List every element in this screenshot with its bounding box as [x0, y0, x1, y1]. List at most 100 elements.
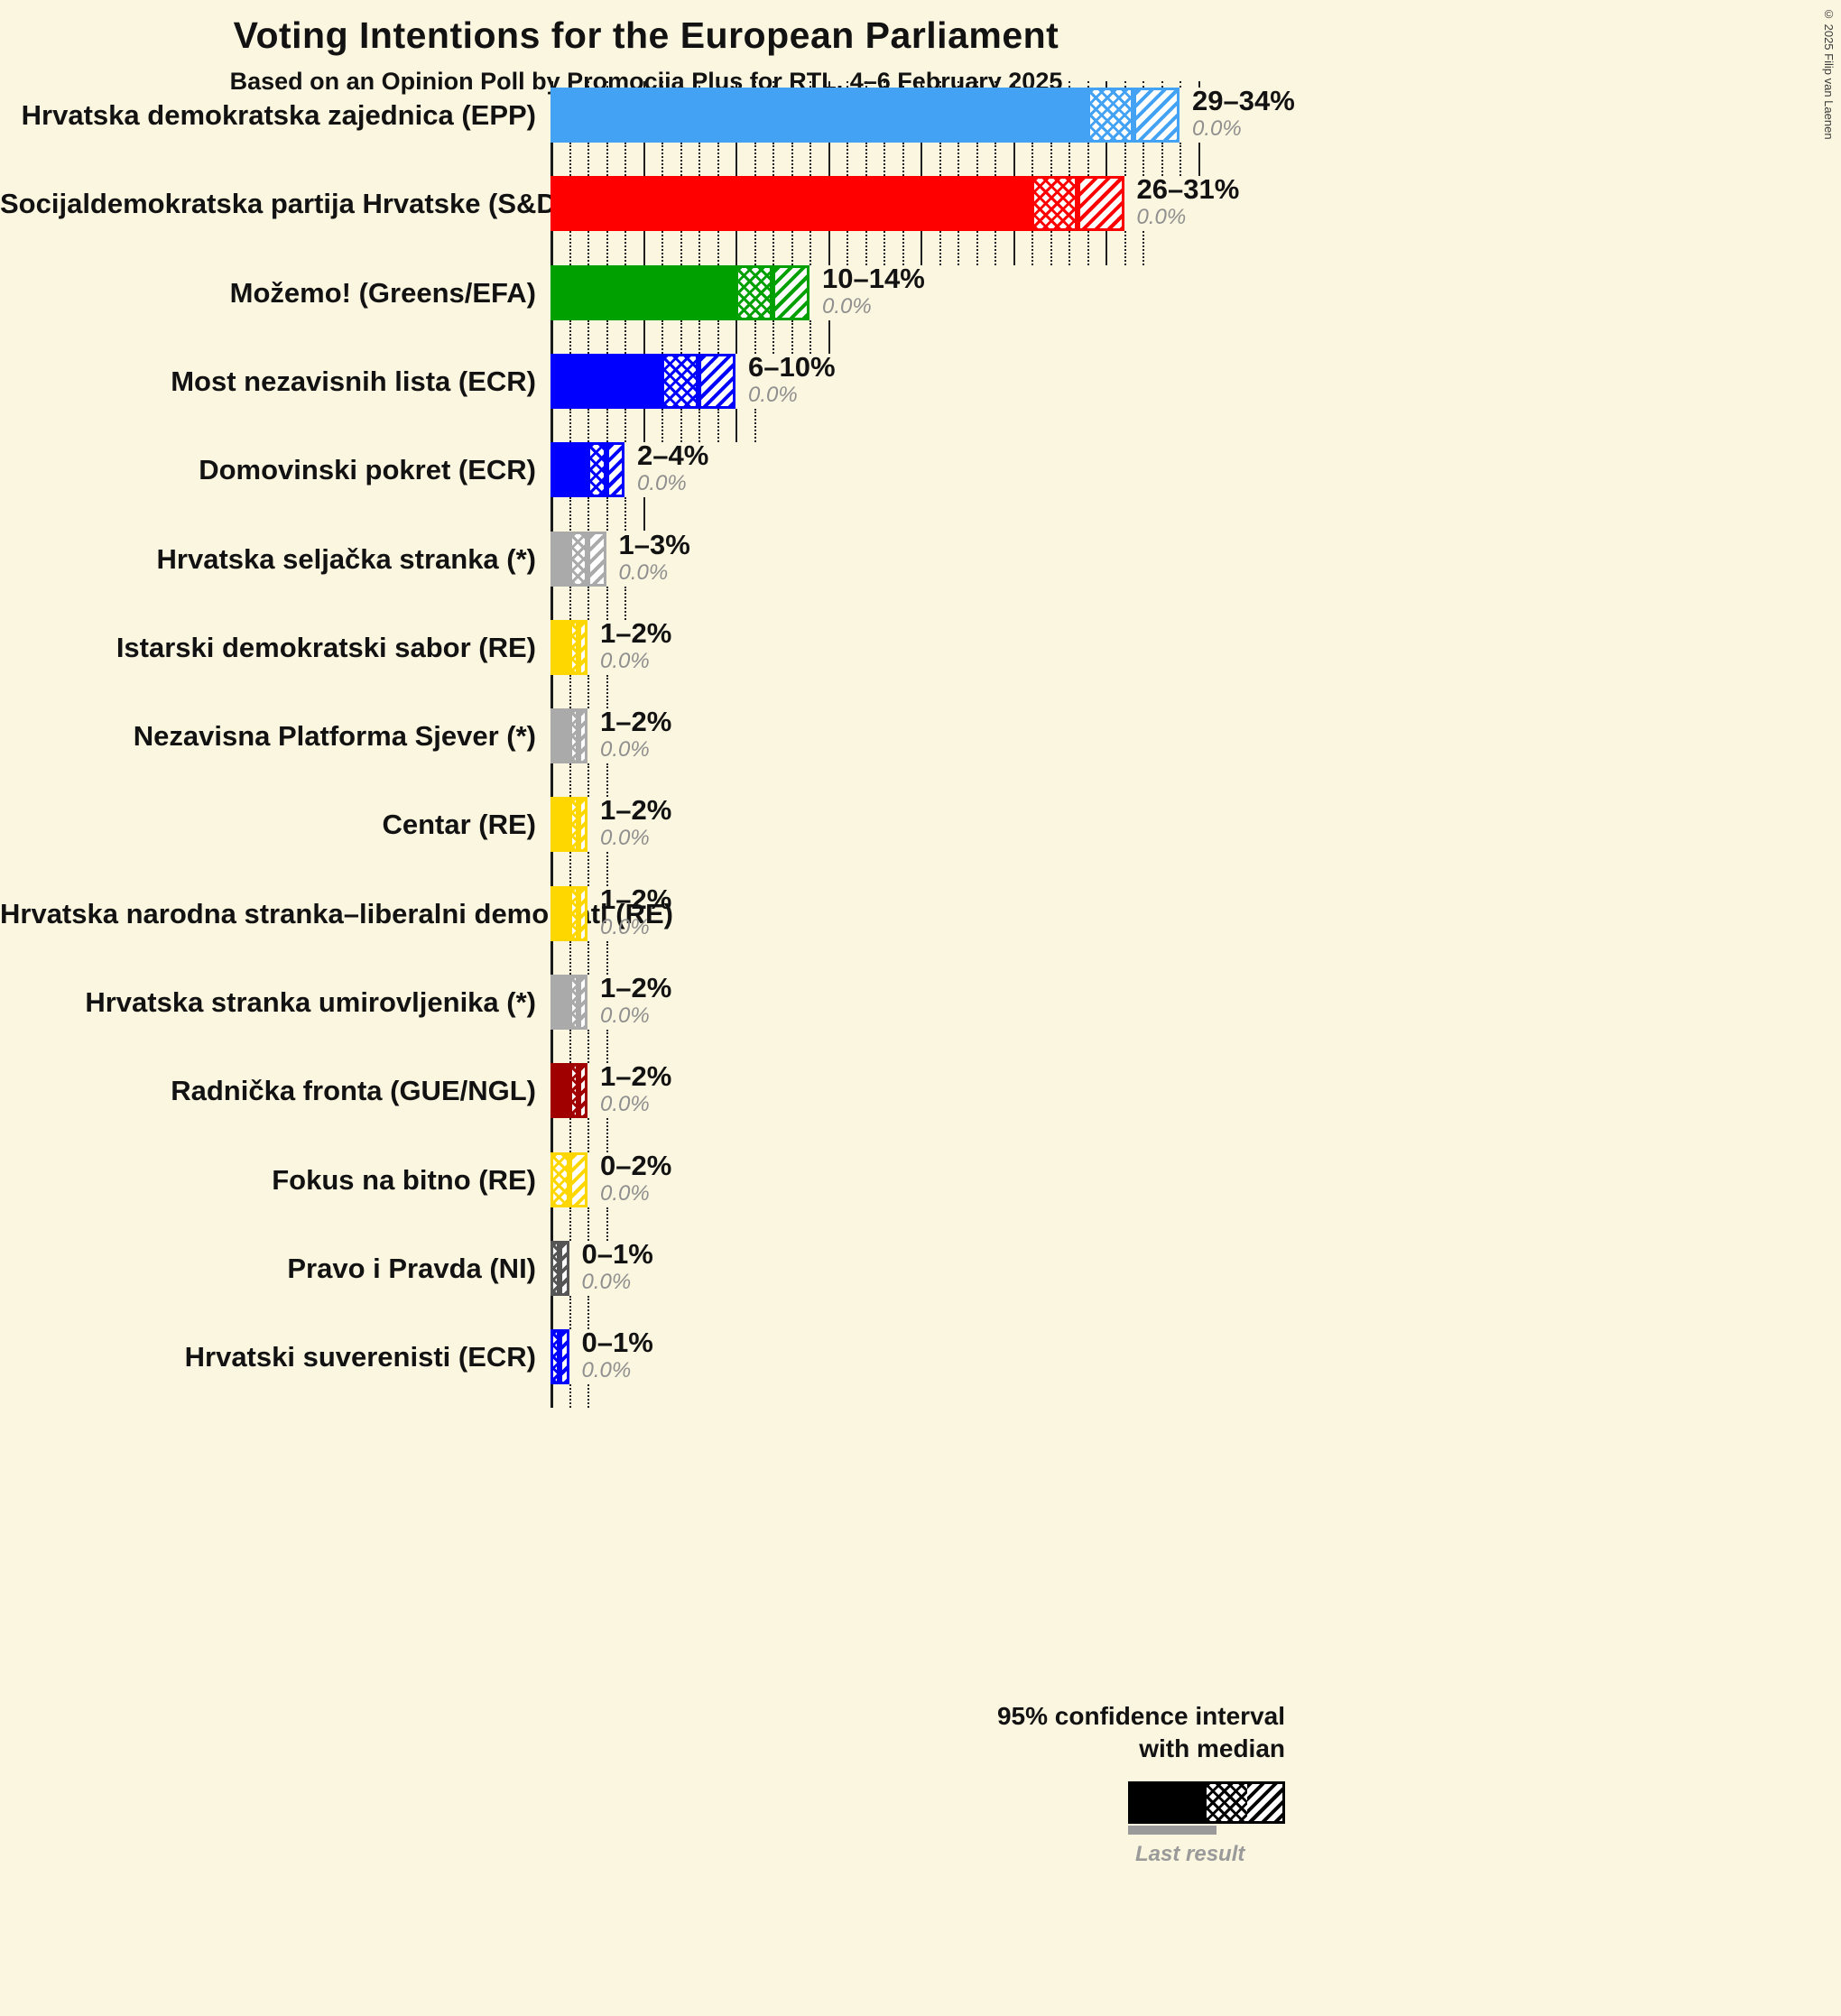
bar-segment-solid [550, 442, 587, 498]
grid-tick [680, 143, 682, 177]
grid-tick [569, 231, 571, 265]
last-result-value: 0.0% [600, 1092, 650, 1117]
grid-tick [569, 497, 571, 532]
range-label: 1–2% [600, 1060, 672, 1093]
bar-segment-ci-lower-to-median [661, 353, 698, 409]
grid-tick [680, 319, 682, 354]
grid-tick [587, 586, 589, 620]
grid-tick [569, 586, 571, 620]
grid-tick [976, 143, 978, 177]
grid-tick [606, 763, 608, 798]
last-result-value: 0.0% [1192, 116, 1242, 141]
grid-tick [569, 763, 571, 798]
bar-segment-median-to-ci-upper [560, 1240, 569, 1296]
grid-tick [920, 143, 922, 177]
last-result-value: 0.0% [822, 293, 872, 319]
chart-header: Voting Intentions for the European Parli… [0, 14, 1292, 96]
range-label: 2–4% [637, 439, 709, 472]
grid-tick [569, 1384, 571, 1409]
grid-tick [587, 1384, 589, 1409]
range-label: 29–34% [1192, 85, 1295, 116]
grid-tick [1106, 81, 1107, 88]
grid-tick [1032, 81, 1033, 88]
range-label: 0–1% [581, 1237, 653, 1270]
bar-segment-median-to-ci-upper [578, 797, 587, 853]
grid-tick [1106, 143, 1107, 177]
grid-tick [1013, 231, 1015, 265]
grid-tick [717, 319, 719, 354]
bar-segment-ci-lower-to-median [735, 264, 772, 320]
bar-segment-median-to-ci-upper [1078, 176, 1124, 232]
grid-tick [902, 231, 904, 265]
bar-segment-solid [550, 353, 661, 409]
legend-sample-solid-segment [1131, 1784, 1207, 1821]
last-result-value: 0.0% [637, 471, 687, 496]
legend-ci-text-line2: with median [1139, 1734, 1285, 1762]
grid-tick [791, 319, 793, 354]
bar-segment-ci-lower-to-median [569, 708, 578, 764]
grid-tick [809, 231, 811, 265]
party-label: Istarski demokratski sabor (RE) [116, 631, 536, 663]
party-label: Možemo! (Greens/EFA) [229, 276, 536, 309]
range-label: 0–1% [581, 1327, 653, 1359]
grid-tick [791, 231, 793, 265]
grid-tick [958, 81, 959, 88]
grid-tick [754, 319, 756, 354]
bar-segment-median-to-ci-upper [578, 708, 587, 764]
bar-segment-solid [550, 264, 735, 320]
range-label: 1–2% [600, 706, 672, 738]
bar-segment-ci-lower-to-median [1087, 88, 1133, 143]
party-label: Domovinski pokret (ECR) [199, 454, 536, 486]
grid-tick [717, 231, 719, 265]
range-label: 1–2% [600, 883, 672, 915]
party-label: Most nezavisnih lista (ECR) [171, 365, 536, 397]
grid-tick [1087, 143, 1089, 177]
grid-tick [1161, 81, 1163, 88]
grid-tick [717, 81, 719, 88]
grid-tick [1198, 81, 1200, 88]
party-label: Radnička fronta (GUE/NGL) [171, 1075, 536, 1107]
bar-segment-median-to-ci-upper [606, 442, 624, 498]
grid-tick [624, 319, 626, 354]
bar-segment-solid [550, 708, 569, 764]
party-label: Socijaldemokratska partija Hrvatske (S&D… [0, 188, 567, 220]
grid-tick [661, 231, 663, 265]
grid-tick [1106, 231, 1107, 265]
bar-segment-median-to-ci-upper [578, 1063, 587, 1119]
last-result-value: 0.0% [581, 1358, 632, 1383]
grid-tick [809, 319, 811, 354]
last-result-value: 0.0% [600, 826, 650, 851]
bar-segment-solid [550, 797, 569, 853]
range-label: 10–14% [822, 262, 925, 294]
grid-tick [643, 143, 645, 177]
grid-tick [717, 143, 719, 177]
grid-tick [883, 81, 885, 88]
legend-sample-diagonal-segment [1247, 1784, 1282, 1821]
last-result-value: 0.0% [600, 1180, 650, 1206]
bar-segment-median-to-ci-upper [698, 353, 735, 409]
party-label: Nezavisna Platforma Sjever (*) [133, 720, 536, 753]
grid-tick [772, 143, 774, 177]
grid-tick [587, 852, 589, 886]
grid-tick [587, 408, 589, 443]
grid-tick [680, 231, 682, 265]
grid-tick [958, 231, 959, 265]
last-result-value: 0.0% [1136, 205, 1187, 230]
grid-tick [939, 81, 941, 88]
grid-tick [1143, 143, 1144, 177]
bar-segment-solid [550, 1063, 569, 1119]
copyright-notice: © 2025 Filip van Laenen [1822, 7, 1836, 140]
grid-tick [1180, 81, 1181, 88]
grid-tick [569, 143, 571, 177]
grid-tick [587, 1207, 589, 1241]
grid-tick [587, 674, 589, 709]
grid-tick [698, 143, 700, 177]
grid-tick [1050, 81, 1052, 88]
grid-tick [735, 231, 737, 265]
grid-tick [698, 319, 700, 354]
bar-segment-ci-lower-to-median [1032, 176, 1078, 232]
range-label: 1–2% [600, 972, 672, 1003]
grid-tick [587, 143, 589, 177]
grid-tick [643, 231, 645, 265]
